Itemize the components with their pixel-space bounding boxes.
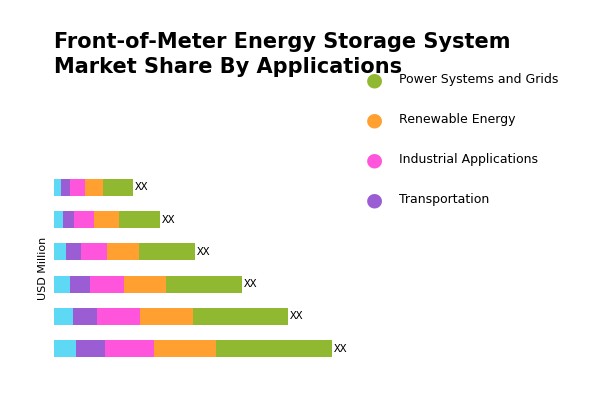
Text: XX: XX [134, 182, 148, 192]
Bar [82, 244, 107, 260]
Y-axis label: USD Million: USD Million [38, 236, 49, 300]
Text: ●: ● [366, 110, 383, 130]
Bar [103, 179, 133, 196]
Bar [139, 244, 194, 260]
Text: Renewable Energy: Renewable Energy [399, 114, 515, 126]
Text: XX: XX [244, 279, 257, 289]
Bar [54, 276, 70, 292]
Text: Transportation: Transportation [399, 194, 489, 206]
Bar [70, 276, 89, 292]
Text: ●: ● [366, 190, 383, 210]
Bar [73, 308, 97, 325]
Text: ●: ● [366, 150, 383, 170]
Bar [64, 211, 74, 228]
Bar [193, 308, 289, 325]
Bar [94, 211, 119, 228]
Bar [74, 211, 94, 228]
Bar [66, 244, 82, 260]
Bar [166, 276, 242, 292]
Bar [54, 179, 61, 196]
Bar [105, 340, 154, 357]
Bar [124, 276, 166, 292]
Text: XX: XX [196, 247, 210, 257]
Bar [61, 179, 70, 196]
Text: ●: ● [366, 70, 383, 90]
Text: XX: XX [162, 215, 175, 225]
Bar [70, 179, 85, 196]
Bar [154, 340, 216, 357]
Bar [54, 211, 64, 228]
Bar [54, 244, 66, 260]
Text: Front-of-Meter Energy Storage System
Market Share By Applications: Front-of-Meter Energy Storage System Mar… [54, 32, 511, 77]
Bar [85, 179, 103, 196]
Bar [76, 340, 105, 357]
Text: XX: XX [334, 344, 347, 354]
Bar [140, 308, 193, 325]
Text: Power Systems and Grids: Power Systems and Grids [399, 74, 559, 86]
Bar [54, 308, 73, 325]
Bar [107, 244, 139, 260]
Bar [216, 340, 332, 357]
Bar [97, 308, 140, 325]
Bar [89, 276, 124, 292]
Text: XX: XX [290, 311, 304, 321]
Bar [119, 211, 160, 228]
Text: Industrial Applications: Industrial Applications [399, 154, 538, 166]
Bar [54, 340, 76, 357]
